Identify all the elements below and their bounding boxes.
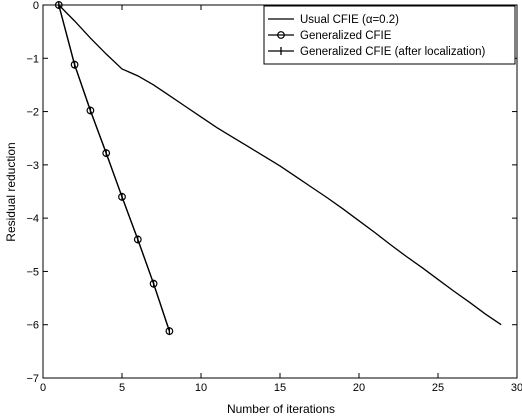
- y-axis-label: Residual reduction: [4, 142, 18, 241]
- y-tick-label: −5: [26, 266, 39, 278]
- y-tick-label: −6: [26, 320, 39, 332]
- legend-entry-generalized-cfie-localized: Generalized CFIE (after localization): [268, 46, 486, 58]
- y-tick-label: 0: [33, 0, 39, 12]
- x-axis-label: Number of iterations: [227, 402, 335, 416]
- legend-box: [263, 5, 516, 65]
- legend-entry-usual-cfie: Usual CFIE (α=0.2): [268, 14, 399, 26]
- legend-label-generalized-cfie: Generalized CFIE: [300, 30, 392, 42]
- x-tick-label: 0: [40, 382, 46, 394]
- y-tick-label: −2: [26, 107, 39, 119]
- legend-label-usual-cfie: Usual CFIE (α=0.2): [300, 14, 399, 26]
- x-tick-label: 5: [119, 382, 125, 394]
- series-line: [58, 4, 502, 326]
- x-tick-label: 20: [353, 382, 365, 394]
- x-tick-label: 30: [511, 382, 522, 394]
- legend-entry-generalized-cfie: Generalized CFIE: [268, 30, 392, 42]
- series-layer: [54, 1, 502, 336]
- x-tick-label: 10: [195, 382, 207, 394]
- series-line: [58, 4, 171, 332]
- x-tick-label: 15: [274, 382, 286, 394]
- y-tick-label: −7: [26, 373, 39, 385]
- series-0: [58, 4, 502, 326]
- x-tick-label: 25: [432, 382, 444, 394]
- y-tick-label: −4: [26, 213, 39, 225]
- y-tick-label: −3: [26, 160, 39, 172]
- legend: Usual CFIE (α=0.2) Generalized CFIE Gene…: [263, 5, 516, 65]
- series-1: [54, 1, 174, 336]
- legend-marker-circle: [277, 31, 285, 39]
- legend-label-generalized-cfie-localized: Generalized CFIE (after localization): [300, 46, 486, 58]
- axis-tick-labels: 0 5 10 15 20 25 30 0 −1 −2 −3 −4 −5 −6 −7: [26, 0, 522, 394]
- y-tick-label: −1: [26, 53, 39, 65]
- series-2: [58, 1, 171, 336]
